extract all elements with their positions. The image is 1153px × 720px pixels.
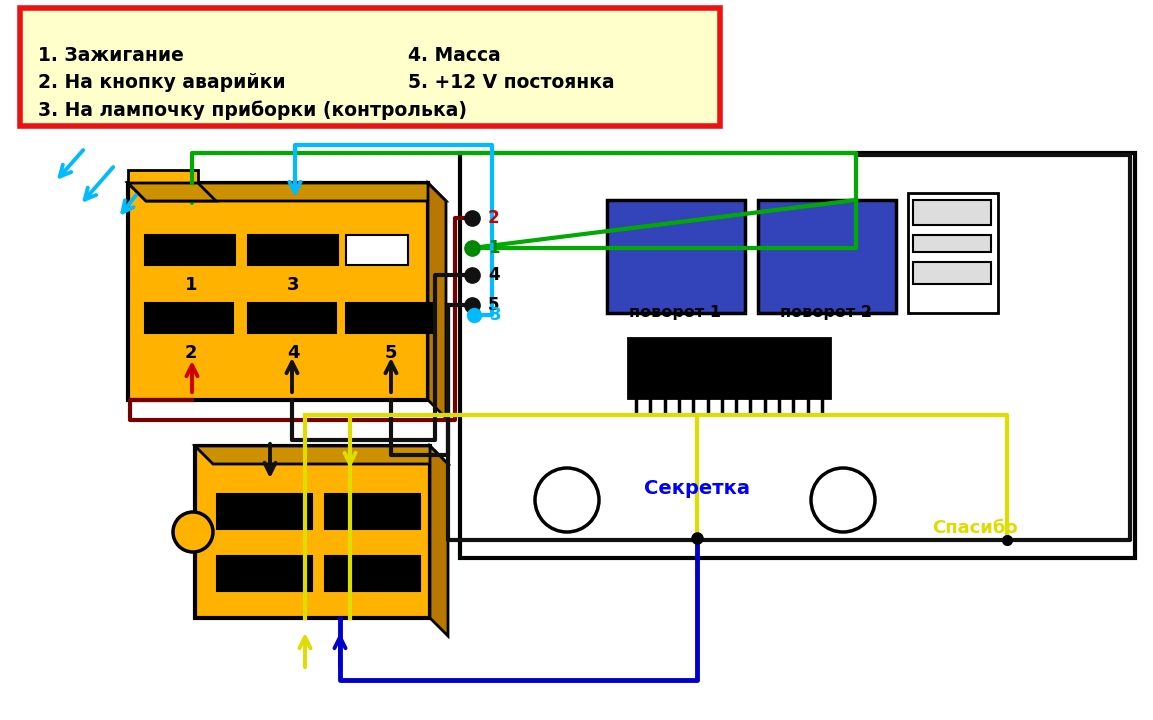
FancyBboxPatch shape <box>346 235 408 265</box>
FancyBboxPatch shape <box>325 556 420 591</box>
FancyBboxPatch shape <box>913 200 990 225</box>
FancyBboxPatch shape <box>217 494 312 529</box>
Text: 5: 5 <box>385 344 398 362</box>
FancyBboxPatch shape <box>913 262 990 284</box>
Text: 3: 3 <box>490 306 502 324</box>
Text: 1: 1 <box>184 276 197 294</box>
FancyBboxPatch shape <box>195 446 430 618</box>
Polygon shape <box>128 183 216 201</box>
Polygon shape <box>428 183 446 418</box>
FancyBboxPatch shape <box>217 556 312 591</box>
Text: 1: 1 <box>488 239 499 257</box>
Text: 3. На лампочку приборки (контролька): 3. На лампочку приборки (контролька) <box>38 100 467 120</box>
Text: поворот 1: поворот 1 <box>630 305 721 320</box>
FancyBboxPatch shape <box>248 303 336 333</box>
Circle shape <box>811 468 875 532</box>
FancyBboxPatch shape <box>460 153 1135 558</box>
Text: 4: 4 <box>488 266 499 284</box>
FancyBboxPatch shape <box>20 8 719 126</box>
FancyBboxPatch shape <box>346 303 434 333</box>
Text: 2: 2 <box>184 344 197 362</box>
Circle shape <box>535 468 600 532</box>
FancyBboxPatch shape <box>909 193 998 313</box>
Text: 4: 4 <box>287 344 300 362</box>
Text: Спасибо: Спасибо <box>932 519 1018 537</box>
FancyBboxPatch shape <box>606 200 745 313</box>
Polygon shape <box>195 446 449 464</box>
Text: 5. +12 V постоянка: 5. +12 V постоянка <box>408 73 615 92</box>
Text: 1. Зажигание: 1. Зажигание <box>38 46 183 65</box>
Polygon shape <box>430 446 449 636</box>
FancyBboxPatch shape <box>128 183 428 400</box>
Text: поворот 2: поворот 2 <box>779 305 872 320</box>
Circle shape <box>173 512 213 552</box>
FancyBboxPatch shape <box>145 303 233 333</box>
FancyBboxPatch shape <box>913 235 990 252</box>
FancyBboxPatch shape <box>758 200 896 313</box>
Text: 2: 2 <box>488 209 499 227</box>
FancyBboxPatch shape <box>628 338 830 398</box>
Text: 2. На кнопку аварийки: 2. На кнопку аварийки <box>38 73 286 92</box>
Polygon shape <box>128 183 446 201</box>
Text: 5: 5 <box>488 296 499 314</box>
Text: Секретка: Секретка <box>645 479 749 498</box>
FancyBboxPatch shape <box>128 170 198 183</box>
FancyBboxPatch shape <box>145 235 235 265</box>
FancyBboxPatch shape <box>248 235 338 265</box>
FancyBboxPatch shape <box>325 494 420 529</box>
Text: 4. Масса: 4. Масса <box>408 46 500 65</box>
Text: 3: 3 <box>287 276 300 294</box>
